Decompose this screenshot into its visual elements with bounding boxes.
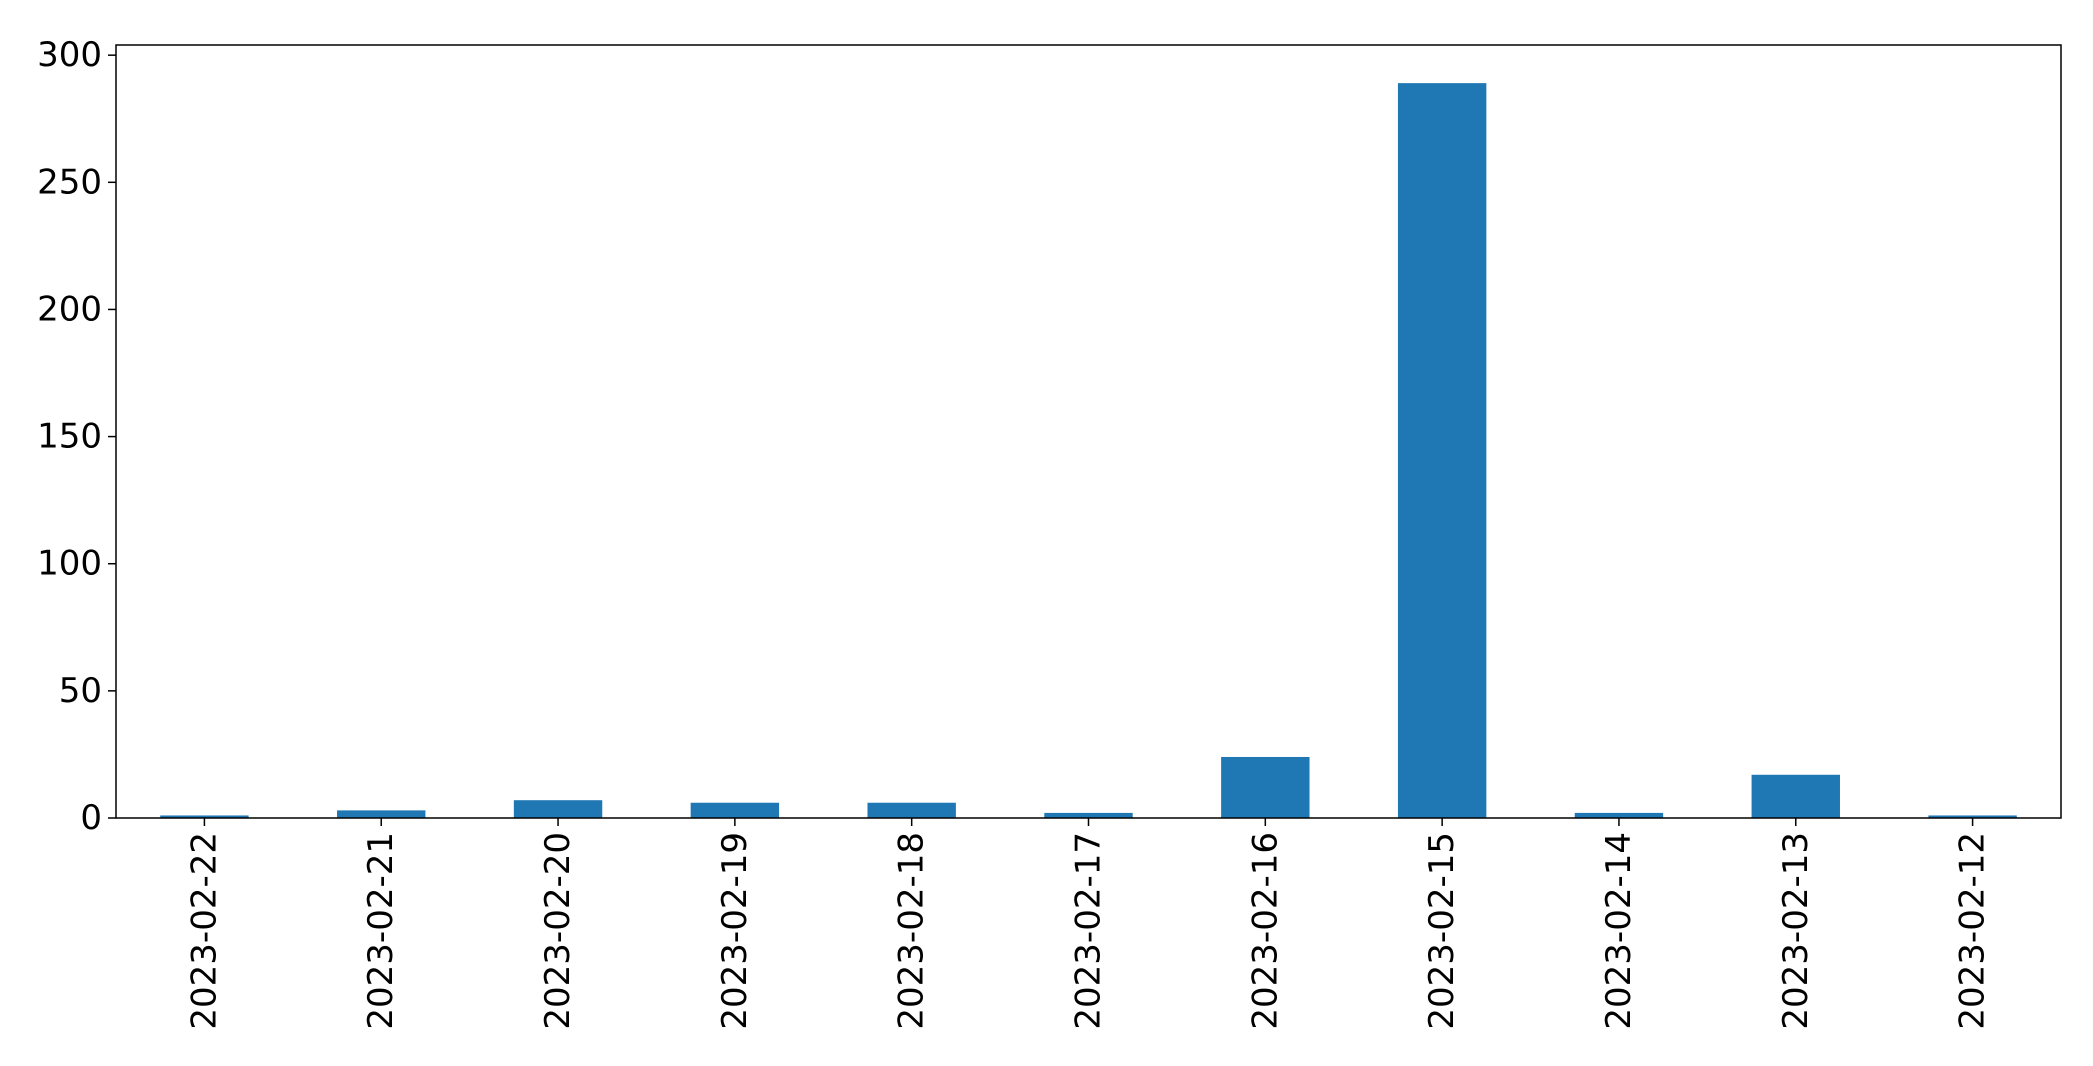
y-tick-label: 0 [80,798,102,838]
bar-2023-02-15 [1397,83,1487,818]
plot-frame [115,44,2062,819]
y-tick-label: 250 [37,162,102,202]
x-tick-label: 2023-02-21 [361,832,401,1030]
y-tick-label: 200 [37,289,102,329]
bar-2023-02-21 [337,810,426,818]
bar-2023-02-13 [1751,774,1840,818]
x-tick-label: 2023-02-13 [1776,832,1816,1030]
x-tick-label: 2023-02-14 [1599,832,1639,1030]
y-tick-label: 50 [59,671,102,711]
y-tick-label: 150 [37,417,102,457]
x-tick-label: 2023-02-17 [1069,832,1109,1030]
bar-2023-02-18 [867,802,956,818]
bar-2023-02-19 [690,802,780,818]
bar-2023-02-14 [1574,812,1664,818]
y-axis: 0 50 100 150 200 250 300 [37,35,116,838]
y-tick-label: 100 [37,544,102,584]
bar-2023-02-12 [1928,815,2017,818]
x-tick-label: 2023-02-16 [1245,832,1285,1030]
x-tick-label: 2023-02-15 [1422,832,1462,1030]
bar-2023-02-20 [513,800,603,818]
bar-2023-02-22 [160,815,249,818]
x-tick-label: 2023-02-20 [538,832,578,1030]
x-tick-label: 2023-02-22 [184,832,224,1030]
bars-group [160,83,2017,818]
x-axis: 2023-02-22 2023-02-21 2023-02-20 2023-02-19… [184,818,1993,1030]
x-tick-label: 2023-02-12 [1953,832,1993,1030]
bar-2023-02-16 [1221,756,1310,818]
y-tick-label: 300 [37,35,102,75]
x-tick-label: 2023-02-18 [892,832,932,1030]
bar-2023-02-17 [1044,812,1133,818]
x-tick-label: 2023-02-19 [715,832,755,1030]
